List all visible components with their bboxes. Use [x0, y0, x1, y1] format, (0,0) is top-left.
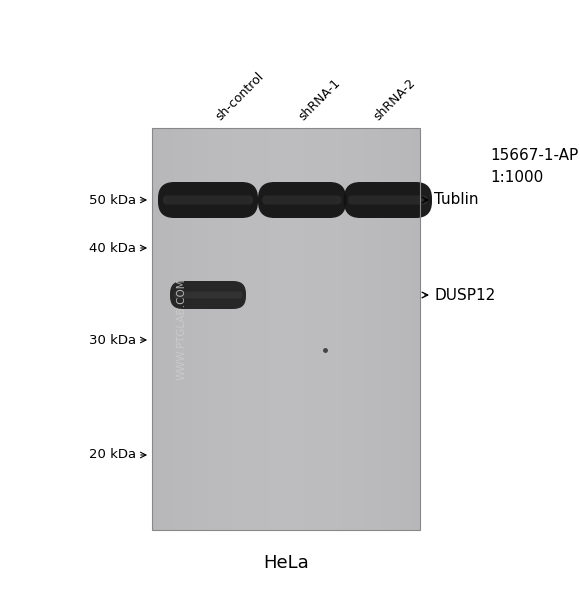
FancyBboxPatch shape — [163, 196, 253, 205]
Text: Tublin: Tublin — [434, 193, 478, 208]
Text: 20 kDa: 20 kDa — [89, 448, 136, 462]
Text: 50 kDa: 50 kDa — [89, 194, 136, 206]
Bar — [152, 128, 420, 530]
Text: 40 kDa: 40 kDa — [89, 242, 136, 255]
Text: 1:1000: 1:1000 — [490, 170, 543, 185]
FancyBboxPatch shape — [258, 182, 346, 218]
Text: 15667-1-AP: 15667-1-AP — [490, 148, 578, 163]
FancyBboxPatch shape — [344, 182, 432, 218]
FancyBboxPatch shape — [170, 281, 246, 309]
FancyBboxPatch shape — [174, 291, 242, 298]
Text: 30 kDa: 30 kDa — [89, 334, 136, 346]
Text: sh-control: sh-control — [213, 70, 266, 123]
Text: HeLa: HeLa — [263, 554, 309, 572]
FancyBboxPatch shape — [349, 196, 427, 205]
Text: WWW.PTGLAB.COM: WWW.PTGLAB.COM — [177, 278, 187, 380]
Text: DUSP12: DUSP12 — [434, 288, 495, 303]
FancyBboxPatch shape — [262, 196, 342, 205]
Text: shRNA-1: shRNA-1 — [296, 76, 343, 123]
Text: shRNA-2: shRNA-2 — [371, 76, 418, 123]
FancyBboxPatch shape — [158, 182, 258, 218]
